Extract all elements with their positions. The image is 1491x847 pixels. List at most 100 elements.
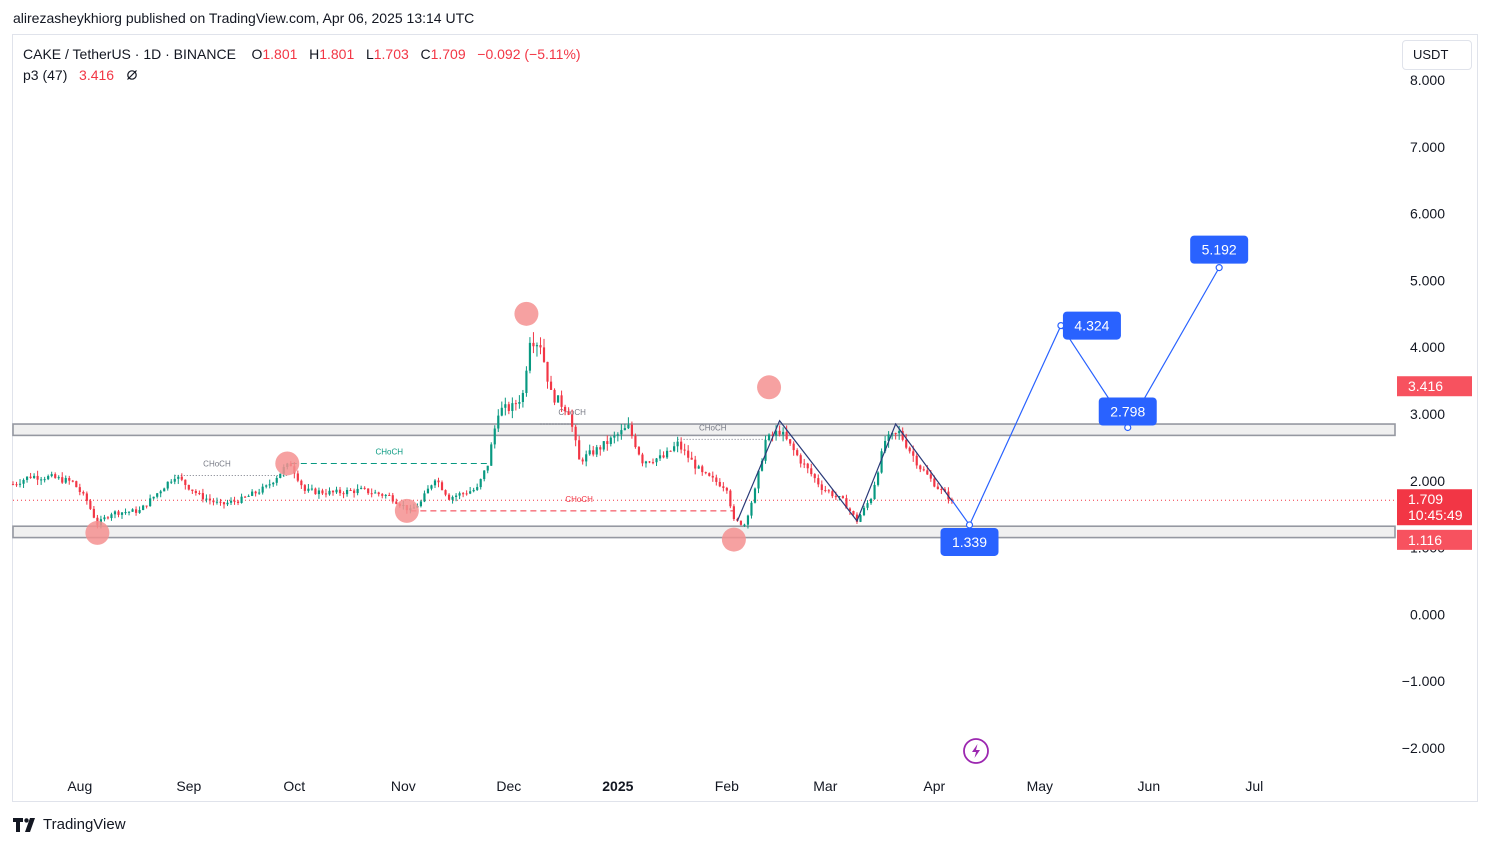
y-tick-label-4: 4.000 [1410,339,1445,355]
candle-body [205,498,208,500]
candle-body [497,415,500,429]
candle-body [479,479,482,488]
candle-body [623,428,626,431]
candle-body [796,450,799,456]
candle-body [142,505,145,511]
candle-body [834,496,837,498]
candle-body [279,473,282,478]
candle-body [265,485,268,487]
sr-zone-1 [12,525,1396,539]
price-tag-value-1: 1.709 [1408,491,1443,507]
candle-body [866,503,869,508]
candle-body [430,485,433,489]
candle-body [152,496,155,499]
symbol-label[interactable]: CAKE / TetherUS · 1D · BINANCE [23,46,236,62]
candle-body [163,488,166,492]
candle-body [71,480,74,482]
x-tick-label-7: Mar [813,778,837,794]
projection-point-3 [1215,264,1223,272]
choch-label-0: CHoCH [203,459,231,468]
candles-group [11,332,954,529]
candle-body [767,434,771,441]
candle-body [324,493,328,495]
candle-body [567,411,570,415]
candle-body [753,488,757,503]
candle-body [437,480,440,483]
price-tag-countdown-1: 10:45:49 [1408,507,1463,523]
candle-body [120,512,124,515]
candle-body [884,440,887,452]
candle-body [876,472,880,485]
candle-body [317,490,321,495]
candle-body [268,484,271,486]
high-label: H [309,46,320,62]
candle-body [57,477,60,479]
candle-body [592,450,595,455]
candle-body [300,480,303,486]
candle-body [912,451,915,456]
candle-body [718,481,721,487]
candle-body [22,479,25,484]
candle-body [476,487,479,490]
candle-body [138,510,141,513]
candle-body [124,512,127,514]
candle-body [331,490,335,493]
lightning-icon[interactable] [963,738,989,764]
close-label: C [420,46,431,62]
candle-body [254,491,257,494]
candle-body [222,502,226,505]
candle-body [113,511,117,515]
candle-body [166,481,169,489]
x-tick-label-6: Feb [715,778,739,794]
indicator-label[interactable]: p3 (47) [23,67,68,83]
candle-body [469,491,472,494]
candle-body [725,487,728,491]
candle-body [578,440,581,460]
x-tick-label-10: Jun [1138,778,1161,794]
candle-body [687,450,690,458]
eye-slash-icon[interactable] [126,67,138,85]
candle-body [187,484,190,490]
low-label: L [365,46,374,62]
candle-body [732,506,735,520]
candle-body [240,496,243,503]
candle-body [338,489,342,494]
candle-body [462,493,465,495]
candle-body [757,470,760,489]
candle-body [321,490,324,494]
candle-body [549,381,553,390]
candle-body [606,441,609,444]
candle-body [159,491,162,494]
candle-body [335,489,338,493]
candle-body [307,488,310,491]
chart-legend: CAKE / TetherUS · 1D · BINANCE O1.801 H1… [23,45,581,87]
candle-body [191,489,194,491]
candle-body [85,493,88,501]
pivot-marker-1 [275,451,300,476]
candle-body [813,474,816,479]
candle-body [581,459,584,462]
candle-body [198,493,201,495]
candle-body [838,496,841,498]
candle-body [310,488,313,490]
candle-body [539,345,542,348]
currency-button[interactable]: USDT [1402,40,1472,70]
candle-body [518,401,521,404]
candle-body [915,455,918,466]
candle-body [363,487,366,489]
candle-body [454,495,458,497]
projection-label-box-1 [1062,311,1121,340]
candle-body [620,430,623,435]
candle-body [18,483,22,485]
projection-point-0 [965,521,974,529]
candle-body [33,475,36,478]
y-tick-label-5: 3.000 [1410,406,1445,422]
candle-body [177,476,180,479]
candle-body [743,524,746,526]
y-tick-label-2: 6.000 [1410,206,1445,222]
candle-body [933,478,936,487]
candle-body [799,455,802,464]
candle-body [11,484,15,486]
x-tick-label-0: Aug [67,778,92,794]
